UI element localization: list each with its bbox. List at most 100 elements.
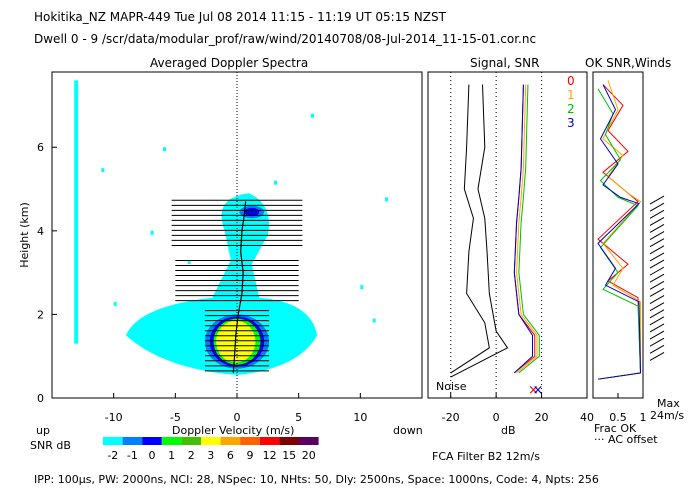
spectra-cyan-speck — [385, 197, 388, 202]
ok-series-2 — [597, 88, 642, 380]
filter-label: FCA Filter B2 12m/s — [432, 450, 540, 463]
colorbar-swatch — [181, 437, 201, 445]
wind-arrow — [649, 266, 665, 276]
colorbar-tick-label: 12 — [263, 449, 277, 462]
ok-panel-title: OK SNR,Winds — [585, 56, 672, 70]
wind-arrow — [649, 316, 665, 326]
wind-arrow — [649, 231, 665, 241]
wind-arrow — [649, 288, 665, 297]
footer-params: IPP: 100μs, PW: 2000ns, NCI: 28, NSpec: … — [34, 473, 599, 486]
spectra-panel-title: Averaged Doppler Spectra — [150, 56, 309, 70]
wind-arrow — [649, 309, 665, 319]
colorbar-tick-label: 6 — [227, 449, 234, 462]
wind-arrow — [649, 351, 665, 361]
spectra-cyan-speck — [372, 318, 376, 323]
spectra-cyan-speck — [274, 180, 277, 185]
colorbar-swatch — [259, 437, 280, 445]
ok-series-3 — [597, 84, 642, 380]
colorbar-tick-label: 15 — [282, 449, 296, 462]
spectra-up-label: up — [36, 424, 50, 437]
signal-series-2 — [518, 84, 540, 374]
colorbar-swatch — [240, 437, 260, 445]
wind-arrow — [649, 245, 665, 255]
colorbar-swatch — [299, 437, 319, 445]
ok-legend-1: 1 — [567, 88, 575, 102]
signal-series-5 — [450, 84, 509, 378]
spectra-cyan-speck — [163, 147, 166, 152]
ok-x-label: Frac OK — [594, 422, 637, 435]
spectra-cyan-speck — [150, 230, 154, 235]
colorbar-swatch — [220, 437, 241, 445]
ok-series-0 — [597, 84, 642, 380]
ok-legend-3: 3 — [567, 116, 575, 130]
wind-arrow — [649, 238, 665, 248]
signal-x-label: dB — [501, 424, 516, 437]
wind-arrow — [649, 224, 665, 233]
wind-arrow — [649, 195, 665, 205]
ok-x-tick-label: 0.5 — [609, 411, 627, 424]
spectra-cyan-speck — [187, 260, 191, 265]
spectra-x-label: Doppler Velocity (m/s) — [172, 424, 295, 437]
colorbar-tick-label: 0 — [149, 449, 156, 462]
colorbar-tick-label: -2 — [107, 449, 118, 462]
wind-arrow — [649, 302, 665, 312]
spectra-y-label: Height (km) — [17, 202, 31, 268]
spectra-mean-velocity — [232, 201, 247, 373]
y-tick-label: 6 — [37, 141, 44, 154]
panel-frame-2 — [427, 71, 588, 399]
colorbar-tick-label: 9 — [247, 449, 254, 462]
y-tick-label: 0 — [37, 392, 44, 405]
wind-arrow — [649, 259, 665, 269]
x-tick-label: -5 — [170, 411, 181, 424]
ok-series-1 — [597, 80, 642, 380]
noise-label: Noise — [436, 380, 467, 393]
colorbar-swatch — [142, 437, 162, 445]
x-tick-label: 10 — [353, 411, 367, 424]
colorbar-swatch — [161, 437, 182, 445]
wind-arrow — [649, 252, 665, 262]
ok-snr-lines — [597, 80, 665, 380]
wind-arrow — [649, 280, 665, 290]
spectra-cyan-speck — [113, 301, 117, 306]
wind-arrow — [649, 202, 665, 212]
wind-arrow — [649, 330, 665, 340]
ok-legend-2: 2 — [567, 102, 575, 116]
colorbar-tick-label: 1 — [168, 449, 175, 462]
signal-series-4 — [450, 84, 490, 374]
colorbar-tick-label: 2 — [188, 449, 195, 462]
wind-arrow — [649, 273, 665, 283]
y-tick-label: 2 — [37, 308, 44, 321]
colorbar-title: SNR dB — [30, 439, 71, 452]
ok-legend-0: 0 — [567, 74, 575, 88]
spectra-cyan-speck — [360, 285, 364, 290]
signal-series-1 — [516, 84, 538, 374]
wind-arrow — [649, 209, 665, 219]
x-tick-label: 0 — [234, 411, 241, 424]
panel-frame-3 — [592, 71, 644, 399]
x-tick-label: 5 — [295, 411, 302, 424]
signal-marker: × — [528, 383, 539, 398]
wind-arrow — [649, 337, 665, 347]
signal-x-tick-label: 0 — [493, 411, 500, 424]
spectra-cyan-speck — [101, 168, 105, 173]
spectra-down-label: down — [393, 424, 423, 437]
ok-x-tick-label: 1 — [640, 411, 647, 424]
spectra-cyan-plume — [126, 193, 318, 376]
colorbar-swatch — [201, 437, 221, 445]
colorbar-swatch — [122, 437, 143, 445]
wind-arrow — [649, 216, 665, 226]
signal-lines: ×× — [450, 84, 543, 398]
signal-series-3 — [513, 84, 533, 374]
signal-x-tick-label: 20 — [535, 411, 549, 424]
signal-x-tick-label: -20 — [442, 411, 460, 424]
signal-x-tick-label: 40 — [580, 411, 594, 424]
signal-panel-title: Signal, SNR — [470, 56, 540, 70]
x-tick-label: -10 — [105, 411, 123, 424]
wind-arrow — [649, 295, 665, 304]
spectra-heatmap — [74, 80, 388, 376]
wind-arrow — [649, 323, 665, 333]
colorbar-swatch — [279, 437, 299, 445]
wind-arrow — [649, 344, 665, 354]
